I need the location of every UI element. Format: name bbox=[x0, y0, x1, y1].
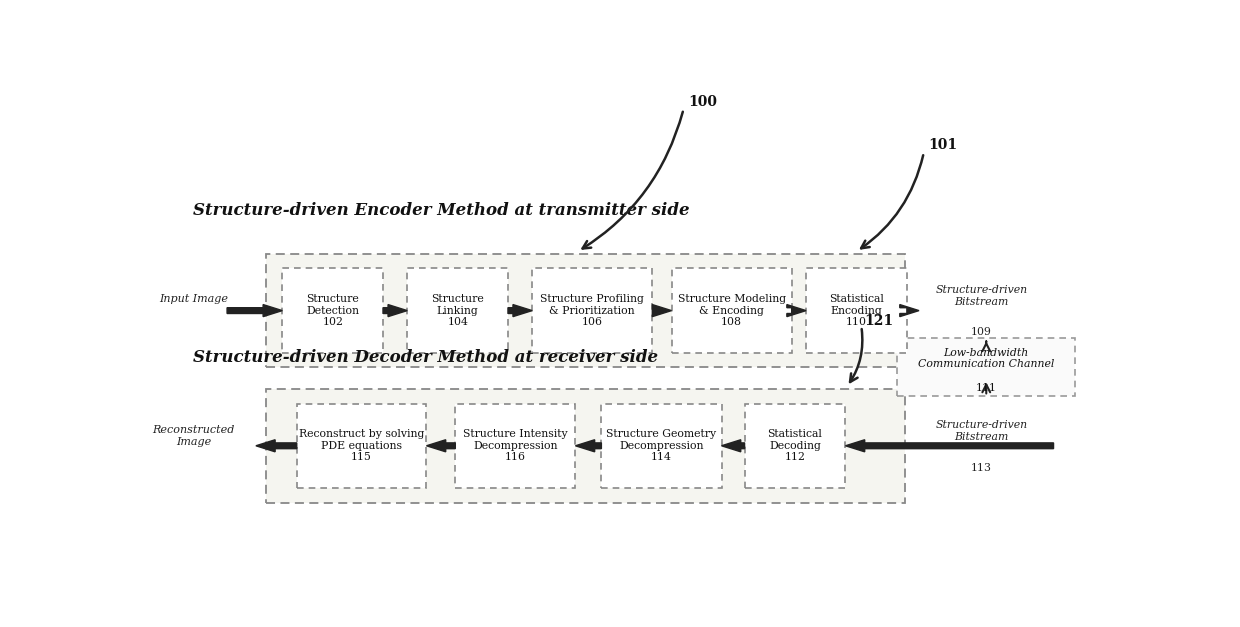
Text: Structure
Detection
102: Structure Detection 102 bbox=[306, 294, 360, 327]
FancyBboxPatch shape bbox=[898, 339, 1075, 396]
Text: Structure Geometry
Decompression
114: Structure Geometry Decompression 114 bbox=[606, 429, 717, 462]
FancyArrow shape bbox=[787, 305, 806, 317]
FancyBboxPatch shape bbox=[744, 404, 846, 488]
Text: Structure
Linking
104: Structure Linking 104 bbox=[432, 294, 484, 327]
Text: 111: 111 bbox=[976, 382, 997, 393]
Text: Statistical
Encoding
110: Statistical Encoding 110 bbox=[830, 294, 884, 327]
Text: 109: 109 bbox=[971, 327, 992, 337]
Text: Reconstruct by solving
PDE equations
115: Reconstruct by solving PDE equations 115 bbox=[299, 429, 424, 462]
FancyBboxPatch shape bbox=[265, 389, 905, 502]
Text: Reconstructed
Image: Reconstructed Image bbox=[153, 425, 234, 447]
FancyArrow shape bbox=[383, 305, 407, 317]
Text: Low-bandwidth
Communication Channel: Low-bandwidth Communication Channel bbox=[918, 348, 1054, 369]
FancyArrow shape bbox=[846, 440, 1054, 452]
Text: Statistical
Decoding
112: Statistical Decoding 112 bbox=[768, 429, 822, 462]
FancyBboxPatch shape bbox=[532, 268, 652, 353]
FancyArrow shape bbox=[427, 440, 455, 452]
FancyBboxPatch shape bbox=[601, 404, 722, 488]
Text: Structure Modeling
& Encoding
108: Structure Modeling & Encoding 108 bbox=[677, 294, 786, 327]
FancyBboxPatch shape bbox=[672, 268, 791, 353]
FancyArrow shape bbox=[900, 305, 919, 317]
FancyArrow shape bbox=[575, 440, 601, 452]
FancyBboxPatch shape bbox=[283, 268, 383, 353]
FancyBboxPatch shape bbox=[407, 268, 508, 353]
FancyArrow shape bbox=[722, 440, 744, 452]
Text: 121: 121 bbox=[864, 315, 893, 329]
Text: Structure Intensity
Decompression
116: Structure Intensity Decompression 116 bbox=[463, 429, 568, 462]
Text: Structure-driven Decoder Method at receiver side: Structure-driven Decoder Method at recei… bbox=[193, 349, 658, 366]
FancyArrow shape bbox=[508, 305, 532, 317]
Text: Structure-driven
Bitstream: Structure-driven Bitstream bbox=[935, 285, 1028, 307]
FancyBboxPatch shape bbox=[265, 254, 905, 367]
FancyArrow shape bbox=[227, 305, 283, 317]
Text: Input Image: Input Image bbox=[159, 293, 228, 303]
FancyArrow shape bbox=[652, 305, 672, 317]
FancyBboxPatch shape bbox=[806, 268, 906, 353]
Text: Structure Profiling
& Prioritization
106: Structure Profiling & Prioritization 106 bbox=[541, 294, 645, 327]
Text: 113: 113 bbox=[971, 463, 992, 473]
FancyBboxPatch shape bbox=[455, 404, 575, 488]
FancyBboxPatch shape bbox=[296, 404, 427, 488]
Text: Structure-driven Encoder Method at transmitter side: Structure-driven Encoder Method at trans… bbox=[193, 202, 691, 219]
Text: 101: 101 bbox=[929, 138, 957, 152]
FancyArrow shape bbox=[255, 440, 296, 452]
Text: Structure-driven
Bitstream: Structure-driven Bitstream bbox=[935, 421, 1028, 442]
Text: 100: 100 bbox=[688, 95, 718, 109]
